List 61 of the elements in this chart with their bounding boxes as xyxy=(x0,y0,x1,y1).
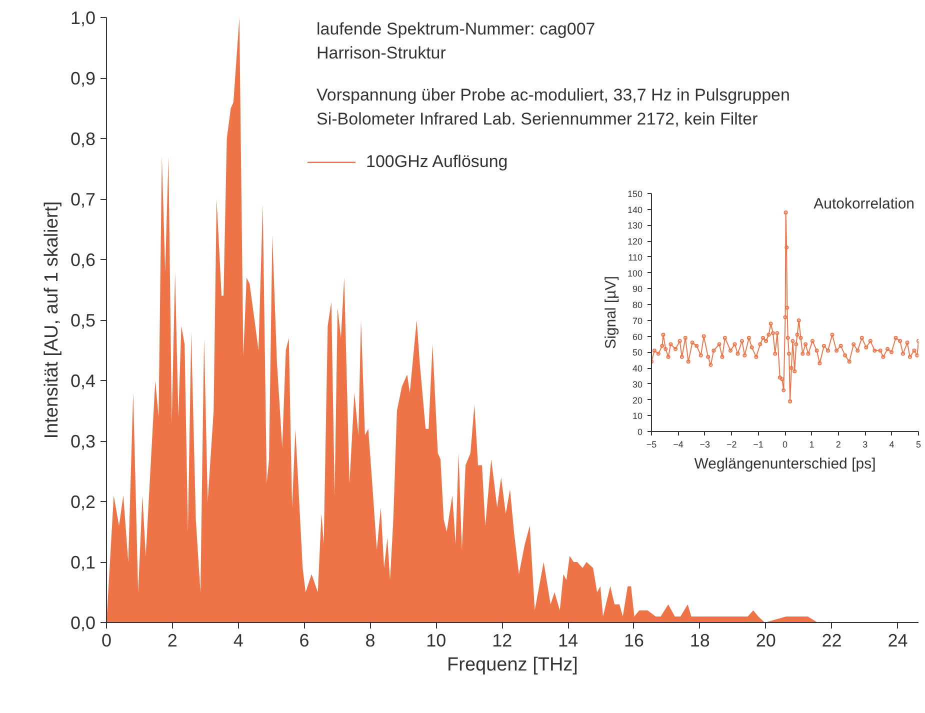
y-tick-label: 0,6 xyxy=(70,250,96,270)
x-tick-label: 4 xyxy=(889,440,894,450)
y-tick-label: 0,4 xyxy=(70,371,96,391)
chart-title: Autokorrelation xyxy=(814,196,915,212)
x-tick-label: 2 xyxy=(167,630,178,650)
x-tick-label: −2 xyxy=(726,440,737,450)
y-tick-label: 0 xyxy=(637,427,643,437)
y-tick-label: 30 xyxy=(632,379,643,390)
y-tick-label: 130 xyxy=(627,220,643,231)
y-tick-label: 100 xyxy=(627,268,643,278)
y-tick-label: 140 xyxy=(627,204,643,215)
y-tick-label: 110 xyxy=(628,252,643,262)
x-tick-label: −1 xyxy=(753,440,764,450)
y-tick-label: 0,0 xyxy=(70,613,96,633)
x-tick-label: 14 xyxy=(558,630,578,650)
x-tick-label: 0 xyxy=(782,440,788,450)
x-tick-label: 8 xyxy=(365,630,376,650)
y-tick-label: 1,0 xyxy=(70,8,96,28)
y-tick-label: 0,2 xyxy=(70,492,96,512)
y-tick-label: 90 xyxy=(632,284,643,294)
x-tick-label: 18 xyxy=(690,630,710,650)
x-tick-label: 22 xyxy=(822,630,842,650)
y-tick-label: 80 xyxy=(632,300,643,310)
annotation: Si-Bolometer Infrared Lab. Seriennummer 2172, kein Filter xyxy=(316,110,758,128)
annotation: Harrison-Struktur xyxy=(316,44,446,62)
y-tick-label: 0,7 xyxy=(70,190,96,210)
x-tick-label: 24 xyxy=(888,630,908,650)
x-tick-label: −5 xyxy=(646,440,657,450)
y-tick-label: 10 xyxy=(632,411,643,422)
annotation: Vorspannung über Probe ac-moduliert, 33,7 Hz in Pulsgruppen xyxy=(316,86,790,104)
y-tick-label: 0,8 xyxy=(70,129,96,149)
y-tick-label: 0,1 xyxy=(70,552,96,572)
y-tick-label: 40 xyxy=(632,364,643,374)
y-tick-label: 0,9 xyxy=(70,68,96,88)
x-axis-title: Weglängenunterschied [ps] xyxy=(694,456,876,472)
x-tick-label: 2 xyxy=(836,440,841,450)
x-tick-label: −4 xyxy=(673,440,684,450)
x-tick-label: 10 xyxy=(426,630,446,650)
x-tick-label: 16 xyxy=(624,630,644,650)
y-tick-label: 150 xyxy=(627,189,643,199)
x-tick-label: 6 xyxy=(299,630,310,650)
y-tick-label: 70 xyxy=(632,316,643,326)
x-tick-label: 20 xyxy=(756,630,776,650)
y-tick-label: 120 xyxy=(627,236,643,247)
x-tick-label: 0 xyxy=(101,630,112,650)
x-tick-label: −3 xyxy=(700,440,710,450)
legend-label: 100GHz Auflösung xyxy=(366,152,508,172)
y-axis-title: Signal [µV] xyxy=(602,276,620,349)
annotation: laufende Spektrum-Nummer: cag007 xyxy=(316,20,596,38)
y-tick-label: 20 xyxy=(632,395,643,406)
x-tick-label: 5 xyxy=(916,440,922,450)
x-tick-label: 4 xyxy=(233,630,244,650)
y-tick-label: 0,5 xyxy=(70,310,96,330)
x-axis-title: Frequenz [THz] xyxy=(447,654,578,676)
y-tick-label: 50 xyxy=(632,348,643,358)
x-tick-label: 12 xyxy=(492,630,512,650)
x-tick-label: 1 xyxy=(809,440,814,450)
x-tick-label: 3 xyxy=(862,440,868,450)
y-tick-label: 0,3 xyxy=(70,432,96,452)
y-tick-label: 60 xyxy=(632,332,643,342)
y-axis-title: Intensität [AU, auf 1 skaliert] xyxy=(41,201,62,439)
